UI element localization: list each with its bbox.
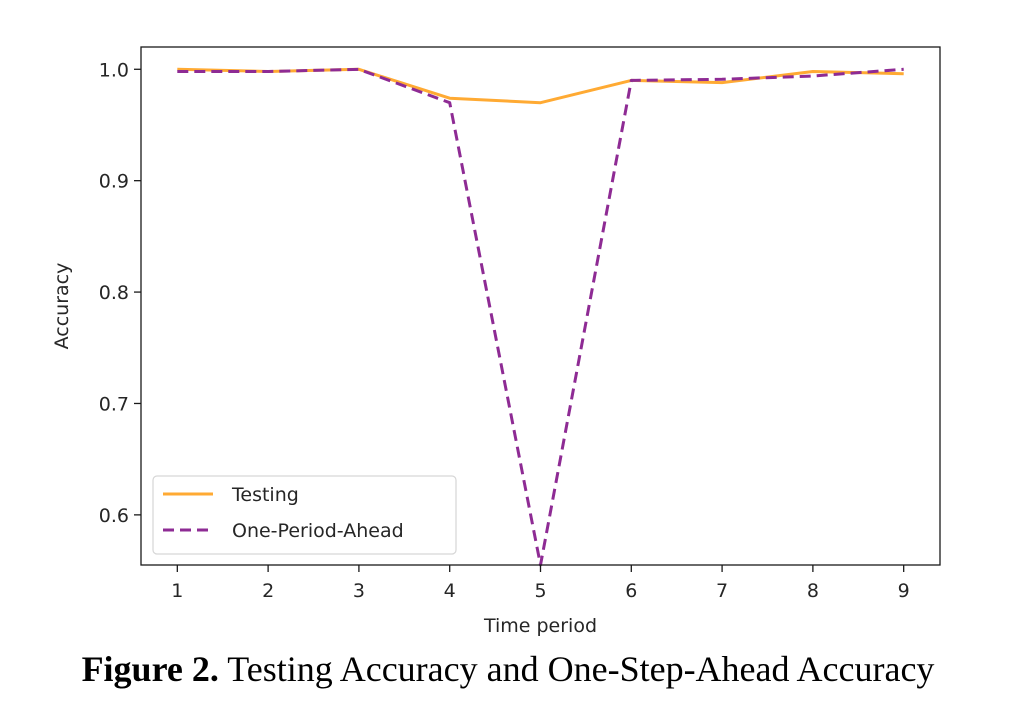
- x-tick-label: 3: [353, 580, 365, 602]
- y-tick-label: 0.6: [99, 505, 129, 527]
- figure-caption: Figure 2. Testing Accuracy and One-Step-…: [0, 648, 1016, 690]
- x-tick-label: 9: [898, 580, 910, 602]
- y-tick-label: 0.9: [99, 171, 129, 193]
- axes-layer: 1 2 3 4 5 6 7 8 9 1.0 0.9 0.8 0.7 0.6: [99, 46, 941, 602]
- y-tick-label: 0.8: [99, 282, 129, 304]
- y-tick-label: 1.0: [99, 59, 129, 81]
- x-tick-label: 8: [807, 580, 819, 602]
- legend: Testing One-Period-Ahead: [152, 475, 457, 555]
- x-tick-label: 2: [262, 580, 274, 602]
- figure-caption-label: Figure 2.: [81, 649, 219, 689]
- x-tick-label: 4: [444, 580, 456, 602]
- x-tick-label: 5: [534, 580, 546, 602]
- series-line-testing: [177, 67, 904, 105]
- accuracy-line-chart: 1 2 3 4 5 6 7 8 9 1.0 0.9 0.8 0.7 0.6 Time period Acc…: [51, 46, 941, 637]
- y-tick-label: 0.7: [99, 393, 129, 415]
- x-tick-label: 6: [625, 580, 637, 602]
- legend-label-testing: Testing: [231, 484, 299, 506]
- legend-box: [152, 475, 457, 555]
- legend-label-one-period-ahead: One-Period-Ahead: [232, 520, 404, 542]
- x-axis-label: Time period: [483, 615, 597, 637]
- x-tick-label: 1: [171, 580, 183, 602]
- x-tick-label: 7: [716, 580, 728, 602]
- y-axis-label: Accuracy: [51, 263, 73, 350]
- figure-caption-text: Testing Accuracy and One-Step-Ahead Accu…: [218, 649, 935, 689]
